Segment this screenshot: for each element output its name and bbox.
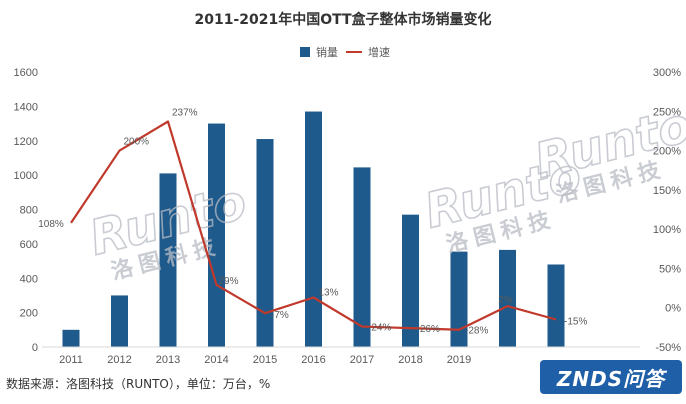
x-tick-label-2012: 2012 [107, 354, 131, 366]
bar-2019 [450, 251, 468, 347]
legend-swatch-sales [300, 47, 310, 57]
left-tick-label: 1000 [14, 170, 38, 182]
x-tick-label-2017: 2017 [350, 354, 374, 366]
znds-logo: ZNDS问答 [540, 360, 682, 394]
growth-line [70, 120, 557, 331]
right-tick-label: 150% [653, 185, 681, 197]
growth-label-2018: -26% [417, 324, 440, 335]
left-tick-label: 600 [20, 239, 38, 251]
x-axis: 2011 2012 2013 2014 2015 2016 2017 2018 2019 [59, 354, 471, 366]
x-tick-label-2015: 2015 [253, 354, 277, 366]
bar-2014 [208, 123, 225, 347]
bar-2016 [305, 111, 322, 347]
bar-2020 [499, 249, 516, 347]
right-tick-label: 200% [653, 146, 681, 158]
left-tick-label: 800 [20, 205, 38, 217]
right-tick-label: 100% [653, 224, 681, 236]
growth-label-2017: -24% [368, 323, 391, 334]
x-tick-label-2016: 2016 [301, 354, 325, 366]
bar-2012 [111, 295, 128, 347]
right-tick-label: 250% [653, 106, 681, 118]
growth-label-2016: 13% [319, 288, 339, 299]
growth-label-2013: 237% [172, 108, 198, 119]
growth-label-2011: 108% [38, 219, 64, 230]
line-data-labels: 108% 200% 237% 29% -7% 13% -24% -26% -28% 2% -15% [38, 108, 587, 337]
legend-label-sales: 销量 [316, 45, 338, 59]
growth-label-2021: -15% [564, 317, 587, 328]
bar-2011 [62, 329, 80, 347]
x-tick-label-2014: 2014 [204, 354, 228, 366]
bar-2017 [353, 167, 371, 347]
left-tick-label: 1200 [14, 136, 38, 148]
chart-title: 2011-2021年中国OTT盒子整体市场销量变化 [194, 11, 491, 28]
bar-2015 [256, 139, 274, 347]
left-tick-label: 1600 [14, 67, 38, 79]
bar-series [62, 111, 565, 347]
left-tick-label: 200 [20, 308, 38, 320]
x-tick-label-2013: 2013 [156, 354, 180, 366]
bar-2018 [402, 214, 419, 347]
right-tick-label: -50% [655, 342, 681, 354]
left-tick-label: 400 [20, 273, 38, 285]
x-tick-label-2018: 2018 [398, 354, 422, 366]
right-axis: -50% 0% 50% 100% 150% 200% 250% 300% [653, 67, 681, 354]
growth-label-2015: -7% [271, 310, 289, 321]
left-tick-label: 1400 [14, 101, 38, 113]
growth-label-2014: 29% [219, 276, 239, 287]
legend-label-growth: 增速 [368, 45, 390, 59]
left-tick-label: 0 [32, 342, 38, 354]
left-axis: 0 200 400 600 800 1000 1200 1400 1600 [14, 67, 38, 354]
bar-2021 [547, 264, 565, 347]
growth-label-2020: 2% [498, 295, 513, 306]
source-note: 数据来源：洛图科技（RUNTO），单位：万台，% [6, 377, 271, 391]
logo-text: ZNDS问答 [556, 366, 666, 391]
line-series [70, 120, 557, 331]
bar-2013 [159, 173, 177, 347]
x-tick-label-2019: 2019 [447, 354, 471, 366]
right-tick-label: 50% [659, 263, 681, 275]
right-tick-label: 300% [653, 67, 681, 79]
growth-label-2019: -28% [465, 326, 488, 337]
legend: 销量 增速 [300, 45, 390, 59]
right-tick-label: 0% [665, 303, 681, 315]
x-tick-label-2011: 2011 [59, 354, 83, 366]
growth-label-2012: 200% [124, 137, 150, 148]
